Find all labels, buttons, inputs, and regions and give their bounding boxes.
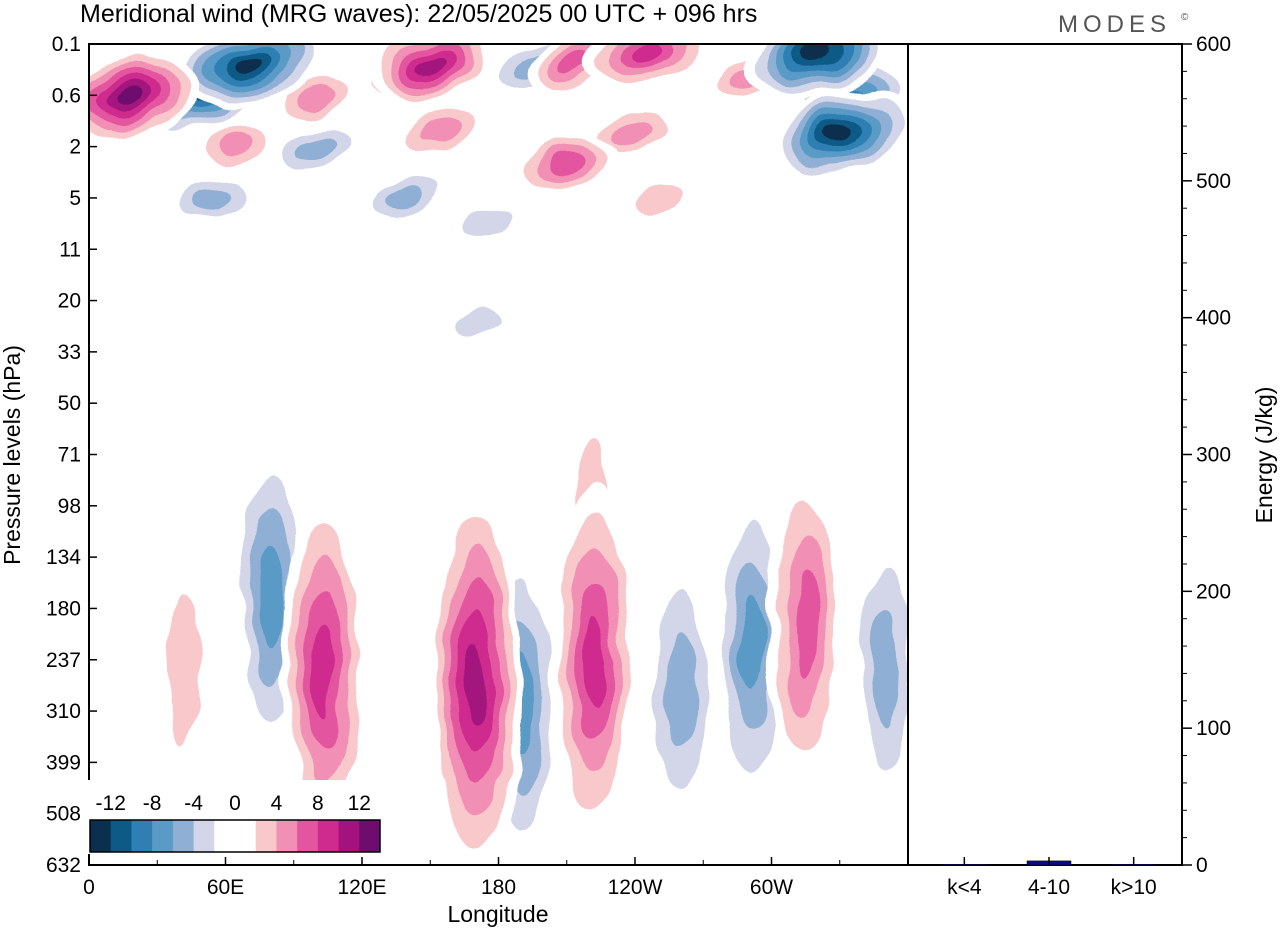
energy-category-label: k>10 — [1111, 876, 1157, 899]
logo-text: MODES — [1058, 11, 1171, 38]
y-tick-label: 134 — [46, 546, 81, 569]
y-tick-label: 0.1 — [52, 33, 81, 56]
energy-tick-label: 600 — [1196, 33, 1231, 56]
colorbar-label: -12 — [96, 792, 126, 815]
heatmap-contour-6-2 — [217, 135, 257, 159]
x-tick-label: 180 — [481, 876, 516, 899]
heatmap-contour-18-3 — [741, 592, 766, 696]
heatmap-contour-20-3 — [561, 54, 595, 75]
y-tick-label: 508 — [46, 803, 81, 826]
energy-category-label: k<4 — [947, 876, 982, 899]
heatmap-contour-15-2 — [871, 609, 900, 729]
heatmap-contour-23-4 — [631, 44, 662, 64]
y-tick-label: 98 — [58, 495, 81, 518]
heatmap-contour-10-2 — [297, 83, 336, 107]
y-tick-label: 2 — [69, 136, 81, 159]
colorbar-swatch — [131, 820, 153, 852]
heatmap-contour-14-2 — [666, 630, 695, 750]
x-axis-label: Longitude — [447, 901, 548, 927]
x-tick-label: 0 — [83, 876, 95, 899]
heatmap-contour-12-2 — [422, 116, 462, 140]
y-tick-label: 399 — [46, 751, 81, 774]
chart-title: Meridional wind (MRG waves): 22/05/2025 … — [80, 0, 757, 28]
colorbar-swatch — [359, 820, 381, 852]
heatmap-contour-30-6 — [234, 56, 262, 73]
modes-logo: MODES © — [1058, 11, 1189, 38]
logo-mark: © — [1181, 12, 1189, 23]
energy-tick-label: 200 — [1196, 580, 1231, 603]
axes: 0.1 0.6 2 5 11 20 33 50 71 98 134 180 237 310 399 508 63… — [46, 33, 1231, 899]
heatmap-contour-33-6 — [116, 86, 144, 104]
heatmap-contour-9-2 — [388, 186, 427, 210]
x-tick-label: 120E — [337, 876, 386, 899]
colorbar-swatch — [276, 820, 298, 852]
colorbar-frame — [89, 819, 381, 853]
energy-frame — [907, 43, 1183, 866]
colorbar-swatch — [152, 820, 174, 852]
colorbar-swatch — [297, 820, 319, 852]
energy-tick-label: 400 — [1196, 307, 1231, 330]
heatmap-contour-7-2 — [297, 135, 336, 159]
energy-tick-label: 500 — [1196, 170, 1231, 193]
colorbar-label: 8 — [312, 792, 324, 815]
energy-category-label: 4-10 — [1028, 876, 1070, 899]
heatmap-contour-0-1 — [456, 306, 505, 335]
colorbar: -12 -8 -4 0 4 8 12 — [88, 780, 382, 854]
y-tick-label: 50 — [58, 392, 81, 415]
y-tick-label: 310 — [46, 700, 81, 723]
colorbar-swatch — [338, 820, 360, 852]
heatmap-blobs — [89, 44, 908, 865]
energy-tick-label: 0 — [1196, 854, 1208, 877]
x-tick-label: 60W — [750, 876, 793, 899]
heatmap-contour-26-4 — [583, 615, 605, 709]
colorbar-label: 12 — [348, 792, 371, 815]
colorbar-label: 4 — [271, 792, 283, 815]
colorbar-label: -4 — [184, 792, 203, 815]
y-tick-label: 0.6 — [52, 84, 81, 107]
y-tick-label: 33 — [58, 341, 81, 364]
heatmap-contour-4-1 — [167, 595, 203, 743]
heatmap-contour-21-3 — [549, 153, 584, 174]
colorbar-swatch — [110, 820, 132, 852]
y-tick-label: 11 — [59, 238, 81, 261]
energy-tick-label: 300 — [1196, 444, 1231, 467]
heatmap-contour-22-3 — [258, 545, 284, 649]
heatmap-contour-28-5 — [416, 55, 445, 74]
heatmap-contour-32-6 — [826, 123, 854, 141]
colorbar-label: -8 — [143, 792, 162, 815]
y-tick-label: 632 — [46, 854, 81, 877]
heatmap-contour-3-1 — [633, 184, 682, 212]
y-tick-label: 5 — [69, 187, 81, 210]
energy-tick-label: 100 — [1196, 717, 1231, 740]
colorbar-swatch — [317, 820, 340, 852]
energy-axis-label: Energy (J/kg) — [1251, 387, 1277, 524]
heatmap-contour-25-4 — [312, 622, 335, 716]
colorbar-swatch — [193, 820, 215, 852]
x-tick-label: 60E — [207, 876, 244, 899]
colorbar-swatch — [214, 820, 236, 852]
y-tick-label: 20 — [58, 290, 81, 313]
colorbar-label: 0 — [229, 792, 241, 815]
heatmap-contour-2-1 — [463, 209, 512, 238]
y-tick-label: 237 — [46, 649, 81, 672]
heatmap-field — [89, 44, 908, 865]
y-tick-label: 71 — [58, 444, 81, 467]
heatmap-contour-13-2 — [615, 120, 655, 144]
x-tick-label: 120W — [608, 876, 663, 899]
colorbar-swatch — [172, 820, 195, 852]
heatmap-contour-31-6 — [803, 45, 831, 63]
heatmap-contour-8-2 — [194, 186, 234, 210]
y-tick-label: 180 — [46, 597, 81, 620]
heatmap-contour-29-5 — [465, 639, 486, 727]
y-axis-label: Pressure levels (hPa) — [0, 345, 25, 565]
colorbar-swatch — [235, 820, 257, 852]
heatmap-contour-19-3 — [793, 574, 818, 678]
colorbar-swatch — [90, 820, 112, 852]
colorbar-swatch — [255, 820, 277, 852]
